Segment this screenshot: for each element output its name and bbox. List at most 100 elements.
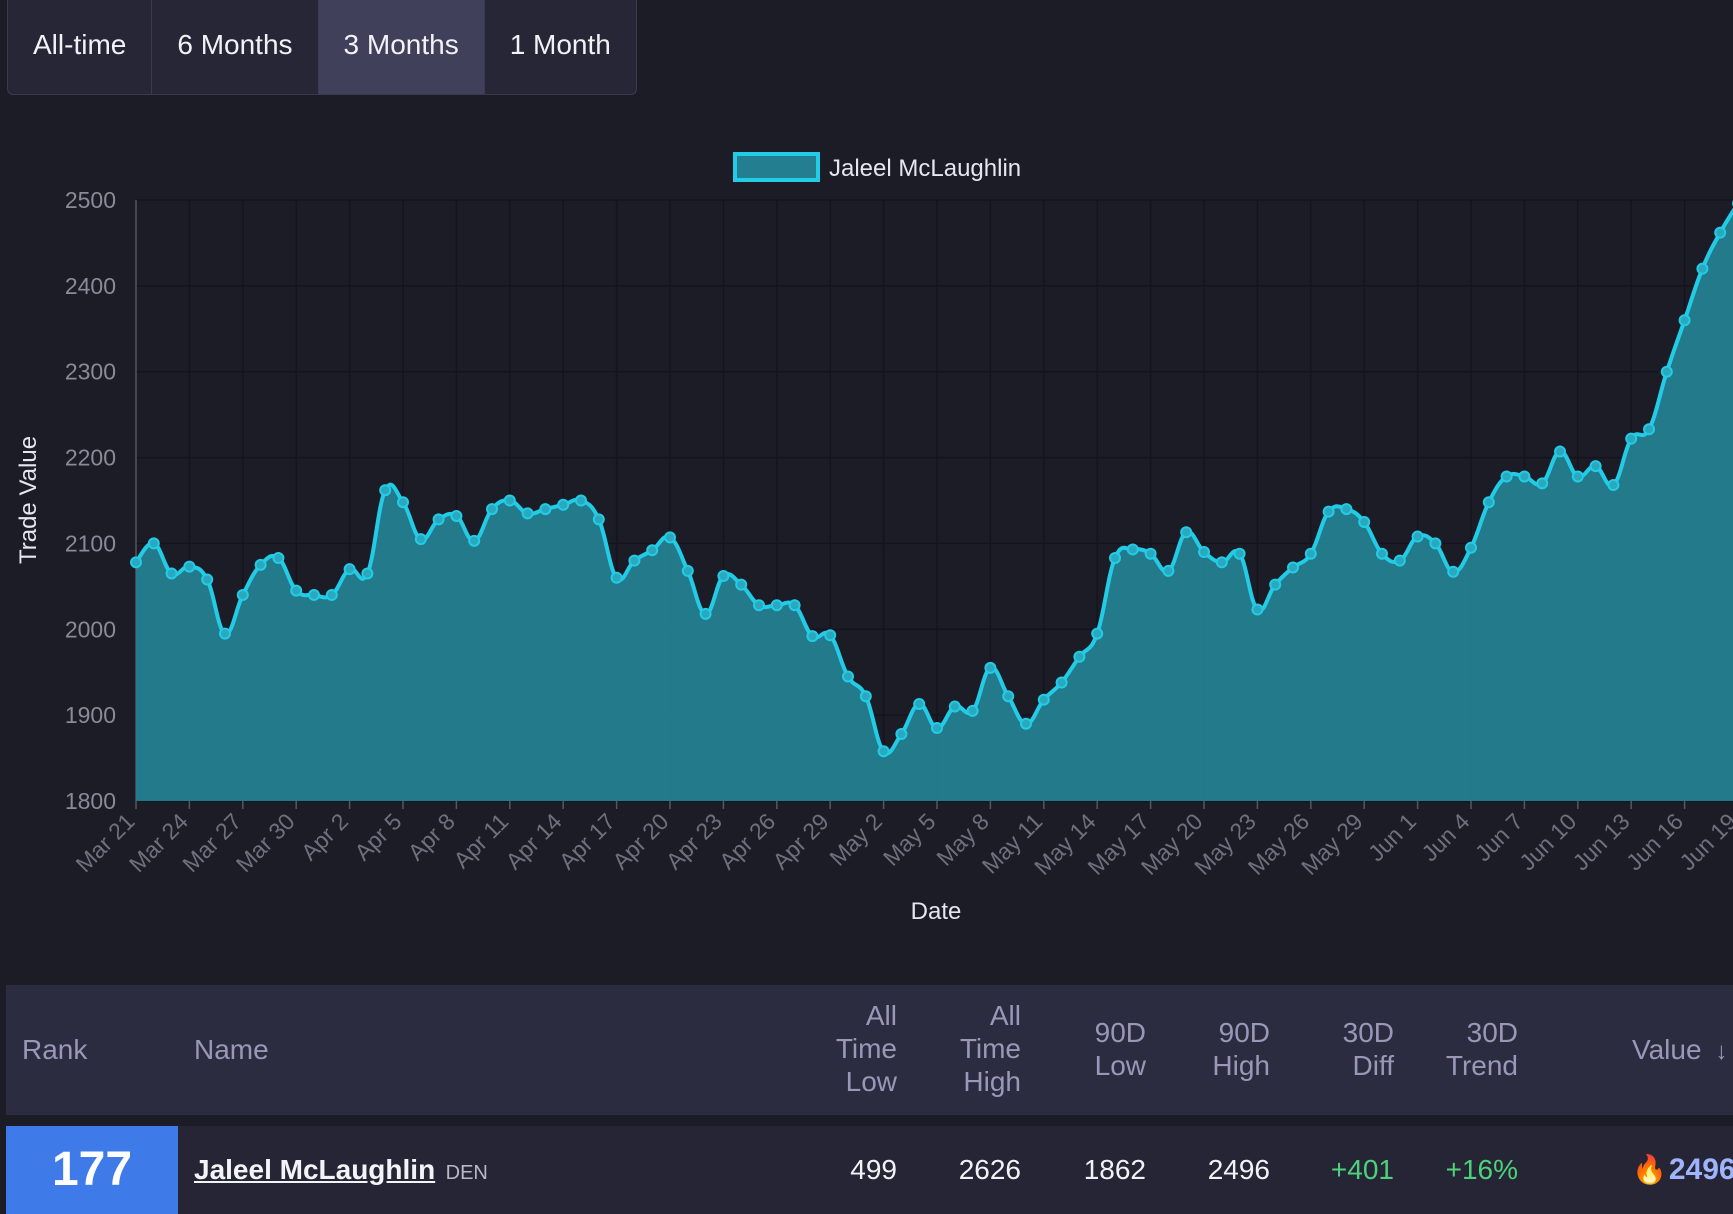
- data-point[interactable]: [414, 533, 427, 546]
- data-point[interactable]: [432, 513, 445, 526]
- data-point[interactable]: [1180, 526, 1193, 539]
- tab-all-time[interactable]: All-time: [8, 0, 153, 94]
- data-point[interactable]: [1322, 505, 1335, 518]
- data-point[interactable]: [842, 670, 854, 683]
- data-point[interactable]: [1037, 693, 1050, 706]
- tab-1-month[interactable]: 1 Month: [509, 29, 611, 60]
- data-point[interactable]: [1518, 470, 1531, 483]
- data-point[interactable]: [361, 567, 374, 580]
- legend-swatch[interactable]: [733, 152, 820, 182]
- data-point[interactable]: [236, 588, 249, 601]
- tab-6-months[interactable]: 6 Months: [152, 0, 319, 94]
- header-rank[interactable]: Rank: [22, 1034, 88, 1065]
- data-point[interactable]: [717, 570, 730, 583]
- header-all-time-low[interactable]: All Time Low: [836, 999, 897, 1098]
- data-point[interactable]: [1714, 226, 1727, 239]
- data-point[interactable]: [1607, 479, 1620, 492]
- player-name-link[interactable]: Jaleel McLaughlin: [194, 1154, 436, 1185]
- data-point[interactable]: [610, 571, 623, 584]
- header-value[interactable]: Value ↓: [1632, 1033, 1727, 1068]
- data-point[interactable]: [753, 599, 765, 612]
- data-point[interactable]: [379, 484, 392, 497]
- data-point[interactable]: [575, 494, 587, 507]
- data-point[interactable]: [1233, 547, 1246, 560]
- data-point[interactable]: [1002, 690, 1015, 703]
- data-point[interactable]: [325, 588, 338, 601]
- table-row[interactable]: 177 Jaleel McLaughlin DEN 499 2626 1862 …: [6, 1126, 1733, 1214]
- data-point[interactable]: [1055, 676, 1068, 689]
- data-point[interactable]: [468, 534, 481, 547]
- data-point[interactable]: [948, 700, 961, 713]
- data-point[interactable]: [219, 627, 231, 640]
- data-point[interactable]: [557, 498, 570, 511]
- data-point[interactable]: [1660, 365, 1673, 378]
- data-point[interactable]: [1198, 546, 1210, 559]
- data-point[interactable]: [806, 630, 819, 643]
- data-point[interactable]: [254, 558, 267, 571]
- header-90d-low[interactable]: 90D Low: [1095, 1016, 1146, 1082]
- data-point[interactable]: [1447, 565, 1460, 578]
- data-point[interactable]: [130, 556, 142, 569]
- data-point[interactable]: [1358, 515, 1371, 528]
- data-point[interactable]: [824, 629, 837, 642]
- data-point[interactable]: [1376, 547, 1388, 560]
- data-point[interactable]: [486, 503, 498, 516]
- data-point[interactable]: [1304, 547, 1317, 560]
- data-point[interactable]: [1144, 547, 1157, 560]
- data-point[interactable]: [165, 567, 178, 580]
- data-point[interactable]: [788, 599, 801, 612]
- data-point[interactable]: [201, 573, 214, 586]
- tab-3-months[interactable]: 3 Months: [318, 0, 485, 94]
- data-point[interactable]: [308, 588, 320, 601]
- header-all-time-high[interactable]: All Time High: [960, 999, 1021, 1098]
- data-point[interactable]: [343, 563, 356, 576]
- data-point[interactable]: [147, 537, 160, 550]
- sort-icon[interactable]: ↓: [1715, 1038, 1728, 1065]
- data-point[interactable]: [1269, 578, 1282, 591]
- header-name[interactable]: Name: [194, 1034, 269, 1065]
- data-point[interactable]: [521, 507, 534, 520]
- data-point[interactable]: [966, 704, 979, 717]
- data-point[interactable]: [290, 584, 303, 597]
- data-point[interactable]: [450, 509, 463, 522]
- data-point[interactable]: [1589, 460, 1602, 473]
- data-point[interactable]: [592, 513, 605, 526]
- data-point[interactable]: [1020, 717, 1032, 730]
- data-point[interactable]: [1554, 445, 1566, 458]
- data-point[interactable]: [272, 552, 285, 565]
- data-point[interactable]: [1109, 552, 1121, 565]
- data-point[interactable]: [1696, 262, 1709, 275]
- legend[interactable]: Jaleel McLaughlin: [733, 152, 1021, 182]
- data-point[interactable]: [1465, 541, 1477, 554]
- data-point[interactable]: [681, 564, 694, 577]
- data-point[interactable]: [1091, 627, 1104, 640]
- data-point[interactable]: [664, 531, 676, 544]
- data-point[interactable]: [646, 544, 659, 557]
- data-point[interactable]: [1393, 554, 1406, 567]
- data-point[interactable]: [1287, 561, 1299, 574]
- data-point[interactable]: [1429, 537, 1442, 550]
- header-30d-diff[interactable]: 30D Diff: [1343, 1016, 1394, 1082]
- data-point[interactable]: [539, 503, 552, 516]
- data-point[interactable]: [699, 607, 712, 620]
- data-point[interactable]: [859, 690, 872, 703]
- data-point[interactable]: [1411, 530, 1424, 543]
- data-point[interactable]: [1073, 650, 1086, 663]
- data-point[interactable]: [877, 745, 890, 758]
- data-point[interactable]: [1162, 564, 1175, 577]
- data-point[interactable]: [1571, 470, 1584, 483]
- data-point[interactable]: [984, 661, 997, 674]
- data-point[interactable]: [931, 722, 943, 735]
- legend-label[interactable]: Jaleel McLaughlin: [829, 155, 1021, 182]
- data-point[interactable]: [913, 697, 926, 710]
- data-point[interactable]: [183, 560, 196, 573]
- data-point[interactable]: [628, 554, 641, 567]
- data-point[interactable]: [1251, 603, 1264, 616]
- data-point[interactable]: [397, 496, 409, 509]
- data-point[interactable]: [1536, 477, 1549, 490]
- data-point[interactable]: [1500, 470, 1513, 483]
- data-point[interactable]: [503, 494, 516, 507]
- data-point[interactable]: [895, 728, 908, 741]
- data-point[interactable]: [1126, 543, 1139, 556]
- data-point[interactable]: [1643, 423, 1655, 436]
